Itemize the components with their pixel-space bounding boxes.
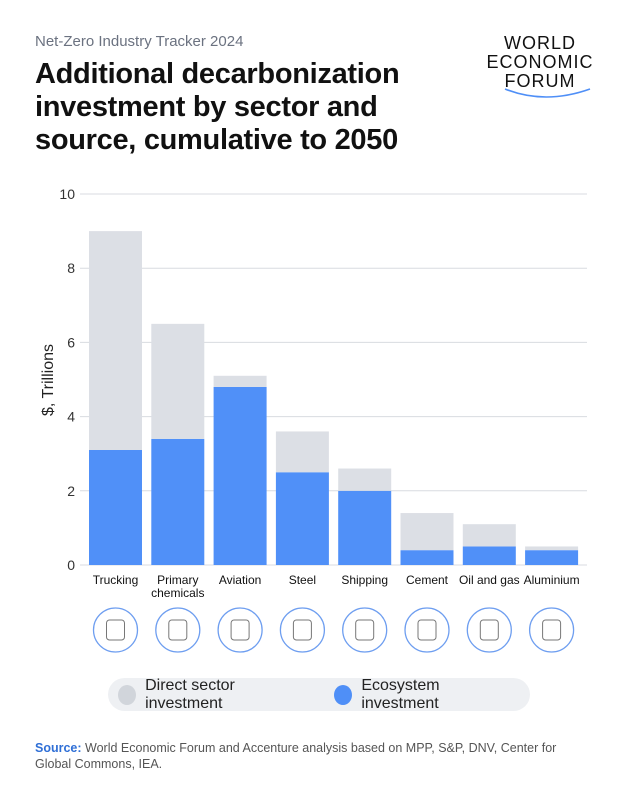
airplane-tail-icon-glyph [230,619,250,641]
cement-mixer-icon-glyph [417,619,437,641]
oil-barrel-icon-glyph [479,619,499,641]
bar-direct [338,468,392,491]
x-tick-label: Steel [289,573,316,587]
source-label: Source: [35,741,82,755]
chemical-canister-icon-glyph [168,619,188,641]
chemical-canister-icon [155,607,201,653]
ship-icon-glyph [355,619,375,641]
y-tick-label: 10 [59,186,75,202]
x-tick-label: Oil and gas [459,573,520,587]
source-text: World Economic Forum and Accenture analy… [35,741,557,771]
x-tick-label: Primary [157,573,198,587]
y-tick-label: 4 [67,409,75,425]
truck-icon [92,607,139,653]
airplane-tail-icon [217,607,263,653]
wef-logo: WORLD ECONOMIC FORUM [470,34,610,101]
bar-direct [89,231,142,450]
bar-direct [151,323,205,439]
bar-direct [275,431,329,473]
x-tick-label: Aluminium [524,573,580,587]
bar-ecosystem [151,438,205,565]
y-tick-label: 8 [67,260,75,276]
legend-item-ecosystem: Ecosystem investment [334,677,506,713]
steel-beam-icon-glyph [292,619,312,641]
bar-ecosystem [462,546,516,565]
bar-ecosystem [525,550,579,565]
source-note: Source: World Economic Forum and Accentu… [35,740,595,772]
logo-line: WORLD [504,33,576,53]
cement-mixer-icon [404,607,450,653]
y-tick-label: 2 [67,483,75,499]
logo-line: FORUM [504,71,576,91]
bar-ecosystem [400,550,454,565]
x-tick-label: Trucking [93,573,139,587]
bar-ecosystem [213,386,267,565]
bar-direct [525,546,579,551]
legend: Direct sector investment Ecosystem inves… [108,677,530,713]
oil-barrel-icon [466,607,512,653]
bar-direct [400,513,454,551]
legend-swatch-direct [118,684,137,705]
ship-icon [342,607,388,653]
y-axis-label: $, Trillions [40,344,57,416]
y-tick-label: 0 [67,557,75,573]
bar-direct [462,524,516,547]
bar-ecosystem [89,449,142,565]
bar-ecosystem [338,490,392,565]
bar-ecosystem [275,472,329,565]
x-tick-label: Cement [406,573,449,587]
kicker: Net-Zero Industry Tracker 2024 [35,33,244,50]
steel-beam-icon [279,607,326,653]
legend-label: Ecosystem investment [361,676,440,712]
x-tick-label: Aviation [219,573,261,587]
x-tick-label: chemicals [151,586,204,600]
legend-swatch-ecosystem [334,684,353,705]
aluminium-can-icon [528,607,575,653]
x-tick-label: Shipping [341,573,388,587]
y-tick-label: 6 [67,334,75,350]
stacked-bar-chart: 0 2 4 6 8 10 $, Trillions Trucking Primarychemic… [40,186,587,653]
bar-direct [213,375,267,387]
aluminium-can-icon-glyph [542,619,562,641]
legend-label: Direct sector investment [145,676,235,712]
truck-icon-glyph [106,619,125,641]
legend-item-direct: Direct sector investment [118,677,300,713]
logo-arc-icon [504,88,591,98]
logo-line: ECONOMIC [486,52,594,72]
chart-title: Additional decarbonization investment by… [35,58,400,156]
